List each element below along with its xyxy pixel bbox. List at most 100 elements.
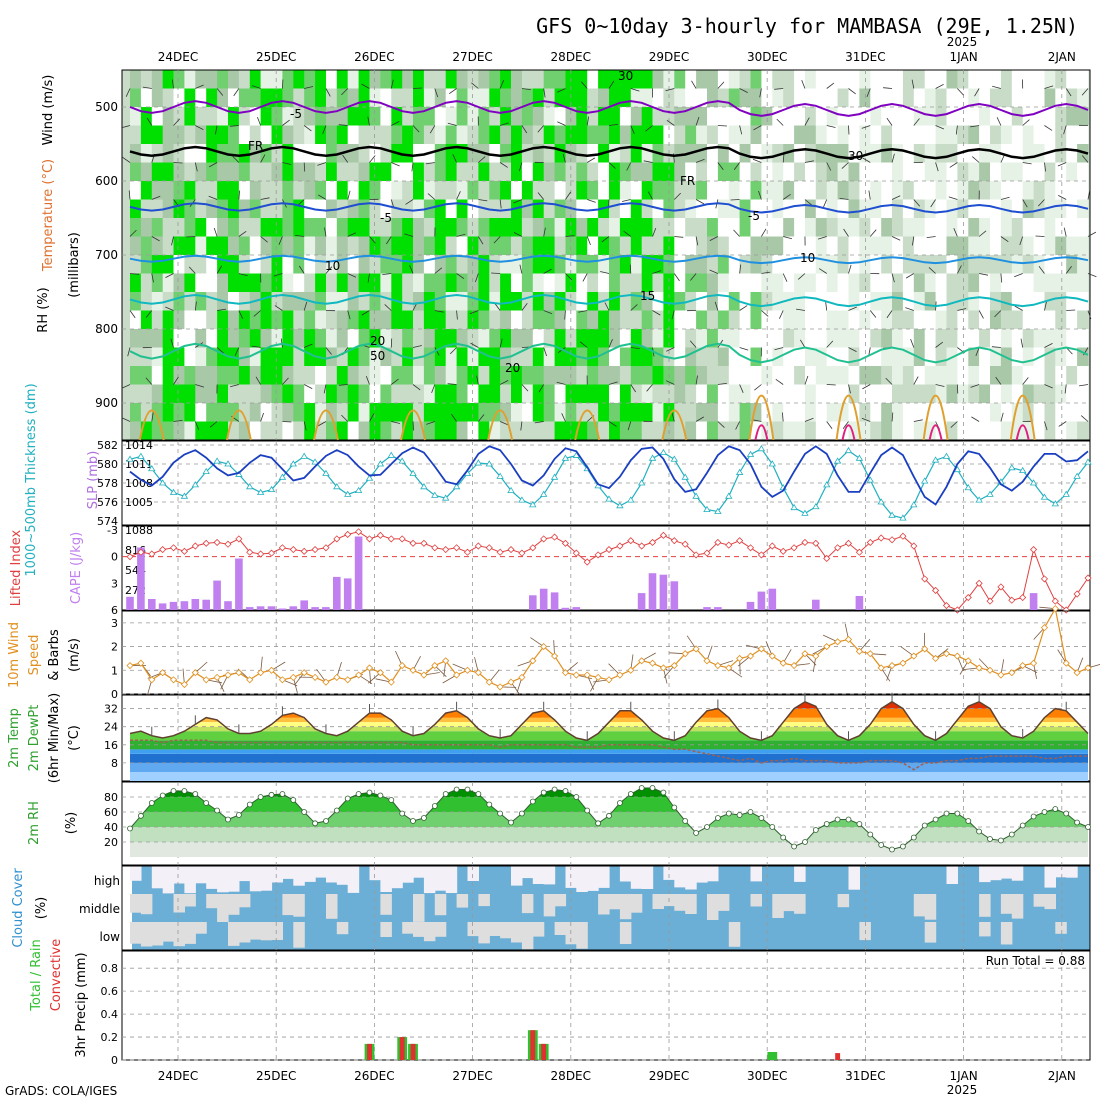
rh-cell (587, 162, 599, 182)
cloud-clear-cell (1066, 866, 1078, 878)
temperature-band (130, 771, 1088, 781)
rh-cell (173, 347, 185, 367)
wind-speed-point (921, 645, 929, 653)
rh-cell (815, 88, 828, 108)
cloud-clear-cell (794, 894, 806, 914)
rh-cell (598, 218, 610, 237)
rh-cell (380, 162, 392, 182)
rh-cell (935, 273, 947, 293)
rh-cell (184, 88, 196, 108)
rh-cell (206, 273, 218, 293)
cape-bar (245, 607, 254, 610)
wind-barb (469, 310, 479, 315)
rh-point (573, 794, 580, 800)
rh-cell (228, 181, 240, 200)
wind-barb (476, 375, 479, 385)
wind-barb (145, 310, 153, 318)
wind-barb (717, 421, 725, 428)
thickness-point (529, 501, 537, 508)
wind-barb (456, 273, 465, 280)
wind-barb (862, 384, 871, 390)
rh-cell (162, 162, 175, 182)
rh-band (130, 827, 1088, 842)
surface-wind-barb (812, 646, 827, 655)
rh-cell (946, 125, 958, 145)
rh-cell (206, 70, 218, 89)
wind-barb (447, 383, 457, 385)
lifted-index-point (322, 544, 330, 552)
wind-barb (935, 341, 944, 348)
wind-speed-point (529, 657, 537, 665)
rh-cell (130, 125, 142, 145)
rh-cell (391, 107, 403, 126)
wind-axis-label: Wind (m/s) (41, 75, 56, 146)
cloud-layer-label: low (100, 930, 121, 944)
rh-point (410, 818, 416, 824)
wind-barb (774, 88, 784, 90)
rh-cell (358, 255, 370, 274)
rh-cell (892, 310, 904, 330)
rh-cell (249, 329, 262, 348)
rh-point (736, 812, 743, 818)
rh-cell (902, 199, 915, 219)
rh-point (137, 812, 144, 819)
rh-point (333, 807, 340, 814)
rh-cell (521, 125, 534, 145)
wind-speed-point (398, 661, 406, 670)
rh-cell (674, 144, 686, 163)
cape-bar (169, 601, 178, 610)
rh-cell (924, 403, 937, 422)
rh-cell (445, 125, 458, 145)
rh-cell (456, 384, 468, 404)
surface-wind-barb (686, 635, 697, 650)
rh-cell (685, 107, 697, 126)
rh-cell (521, 273, 534, 293)
rh-cell (434, 199, 447, 219)
rh-cell (1066, 310, 1078, 330)
rh-cell (500, 255, 512, 274)
cloud-clear-cell (663, 866, 675, 880)
rh-cell (423, 310, 436, 330)
rh-cell (293, 181, 305, 200)
rh-cell (271, 70, 283, 89)
rh-cell (630, 403, 643, 422)
wind-barb (456, 233, 466, 237)
rh-cell (946, 107, 958, 126)
rh-cell (892, 273, 904, 293)
wind-barb (862, 157, 871, 163)
rh-cell (837, 218, 849, 237)
rh-cell (979, 107, 991, 126)
rh-cell (630, 292, 643, 311)
wind-barb (449, 347, 457, 355)
rh-cell (652, 403, 664, 422)
rh-cell (663, 329, 675, 348)
rh-cell (728, 218, 741, 237)
rh-cell (173, 70, 185, 89)
slp-tick: 1005 (125, 496, 153, 509)
rh-cell (859, 403, 871, 422)
wind-speed-point (605, 676, 613, 684)
wind-barb (848, 384, 851, 394)
rh-cell (238, 162, 251, 182)
thickness-point (627, 496, 635, 503)
lifted-index-point (540, 535, 548, 543)
wind-speed-point (670, 661, 678, 670)
wind-barb (848, 125, 850, 135)
rh-cell (717, 236, 730, 256)
rh-cell (282, 366, 294, 385)
lifted-index-point (365, 535, 374, 543)
cloud-clear-cell (511, 922, 523, 943)
wind-barb (342, 154, 349, 163)
wind-barb (601, 236, 610, 243)
rh-cell (521, 70, 534, 89)
cloud-clear-cell (326, 866, 338, 883)
rh-cell (445, 421, 458, 441)
rh-cell (402, 236, 414, 256)
rh-cell (641, 421, 654, 441)
rh-cell (946, 255, 958, 274)
contour-label: 20 (370, 334, 385, 348)
rh-cell (707, 366, 719, 385)
rh-cell (1022, 218, 1035, 237)
rh-cell (1066, 162, 1078, 182)
rh-cell (1033, 292, 1045, 311)
